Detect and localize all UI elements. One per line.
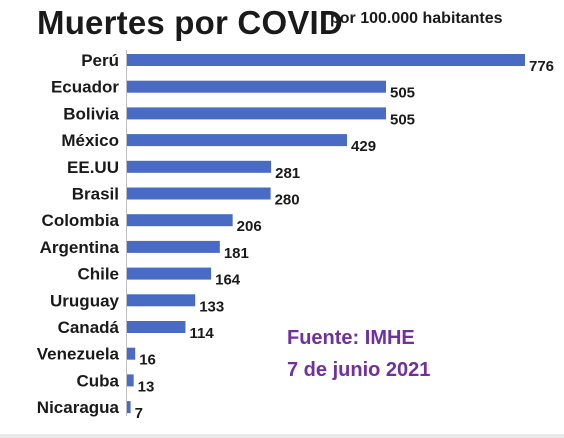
bar-1 [127, 80, 387, 93]
bar-6 [127, 214, 233, 227]
bar-2 [127, 107, 387, 120]
category-label: EE.UU [67, 158, 119, 177]
value-label: 280 [275, 192, 300, 209]
source-date: 7 de junio 2021 [287, 359, 431, 381]
category-label: Brasil [72, 185, 119, 204]
bars-group: Perú 776 Ecuador 505 Bolivia 505 México 429 EE.U… [37, 51, 554, 422]
bar-13 [127, 401, 131, 414]
value-label: 776 [529, 58, 554, 75]
source-note: Fuente: IMHE 7 de junio 2021 [287, 322, 430, 386]
bar-7 [127, 240, 220, 253]
bar-12 [127, 374, 134, 387]
bar-5 [127, 187, 271, 200]
category-label: Nicaragua [37, 398, 120, 417]
bottom-border [0, 434, 564, 438]
value-label: 7 [135, 405, 143, 422]
value-label: 133 [199, 298, 224, 315]
category-label: Chile [77, 265, 119, 284]
category-label: Cuba [77, 371, 120, 390]
value-label: 181 [224, 245, 249, 262]
chart-subtitle: por 100.000 habitantes [330, 10, 503, 27]
category-label: Ecuador [51, 78, 119, 97]
bar-4 [127, 160, 272, 173]
category-label: México [61, 131, 119, 150]
category-label: Canadá [58, 318, 120, 337]
bar-8 [127, 267, 212, 280]
value-label: 505 [390, 85, 415, 102]
value-label: 16 [139, 352, 156, 369]
value-label: 429 [351, 138, 376, 155]
category-label: Uruguay [50, 291, 120, 310]
bar-9 [127, 294, 196, 307]
bar-11 [127, 347, 136, 360]
bar-10 [127, 321, 186, 333]
category-label: Colombia [42, 211, 120, 230]
source-line: Fuente: IMHE [287, 327, 415, 349]
value-label: 206 [237, 218, 262, 235]
chart-title: Muertes por COVID [37, 4, 343, 41]
category-label: Argentina [40, 238, 120, 257]
category-label: Venezuela [37, 345, 120, 364]
bar-0 [127, 54, 525, 66]
value-label: 13 [138, 378, 155, 395]
category-label: Bolivia [63, 104, 119, 123]
value-label: 114 [189, 325, 214, 342]
value-label: 281 [275, 165, 300, 182]
category-label: Perú [81, 51, 119, 70]
value-label: 164 [215, 272, 241, 289]
value-label: 505 [390, 111, 415, 128]
bar-3 [127, 134, 348, 147]
